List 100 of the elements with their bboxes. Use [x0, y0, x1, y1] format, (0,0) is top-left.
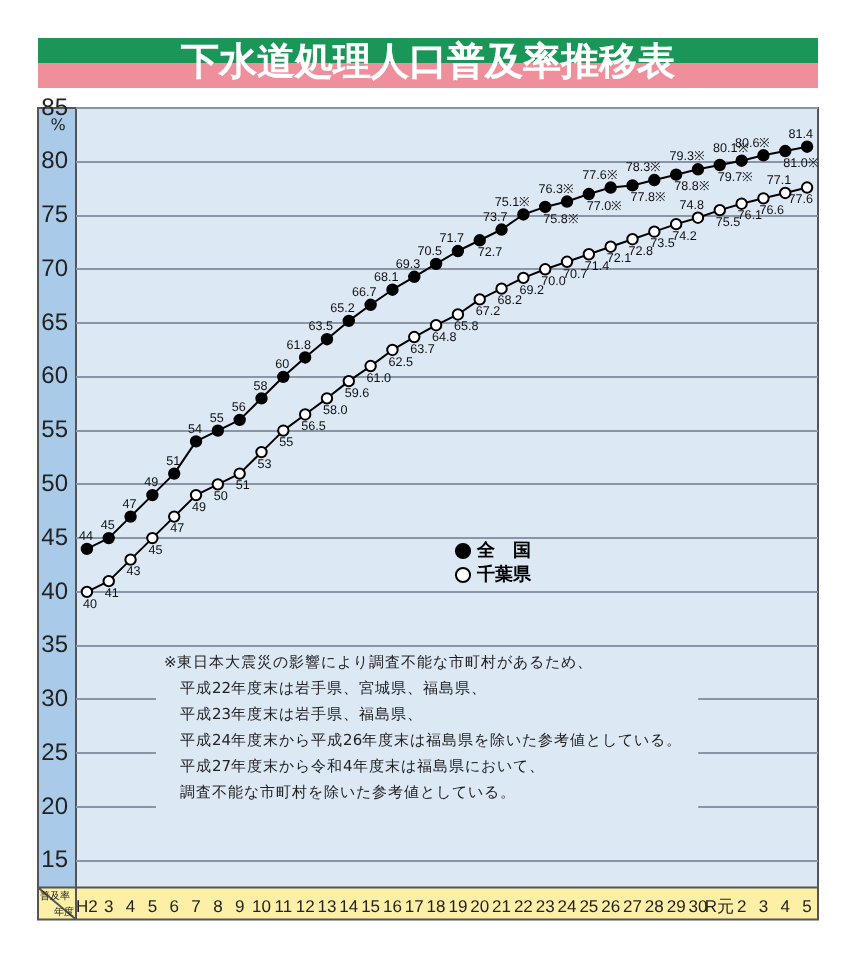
y-tick-label: 50 [41, 468, 69, 497]
point [102, 531, 115, 545]
x-tick-label: 19 [448, 896, 468, 917]
y-tick-label: 80 [41, 146, 69, 175]
point [560, 255, 574, 268]
point [779, 144, 792, 158]
point [473, 293, 486, 306]
x-tick-label: 22 [513, 896, 534, 917]
point [277, 370, 290, 384]
point [124, 553, 137, 566]
point [189, 435, 203, 448]
x-tick-label: 10 [252, 896, 272, 917]
point [669, 217, 683, 231]
x-tick-label: 17 [404, 896, 425, 917]
point [189, 488, 203, 502]
point [495, 282, 508, 295]
point [779, 186, 792, 200]
point [364, 359, 377, 373]
point [539, 200, 552, 214]
x-tick-label: R元 [704, 896, 735, 917]
x-tick-label: 28 [644, 896, 665, 917]
x-tick-label: 3 [758, 896, 769, 917]
point [146, 531, 159, 545]
x-tick-label: 29 [666, 896, 687, 917]
y-tick-label: 35 [41, 630, 69, 659]
point [517, 208, 530, 221]
point [146, 488, 159, 502]
point [582, 248, 596, 261]
point [757, 149, 770, 162]
y-tick-label: 30 [41, 684, 69, 713]
y-tick-label: 40 [41, 576, 69, 605]
x-tick-label: 23 [535, 896, 556, 917]
legend-label: 全 国 [475, 539, 531, 562]
point [626, 179, 639, 192]
point [80, 542, 94, 556]
point [124, 510, 137, 523]
point [539, 263, 552, 276]
point [168, 510, 181, 523]
x-tick-label: 21 [492, 896, 512, 917]
point [691, 211, 705, 224]
x-tick-label: 11 [274, 896, 293, 917]
point [560, 195, 574, 208]
point [713, 203, 726, 217]
point [298, 351, 312, 364]
point [669, 168, 683, 181]
x-tick-label: 4 [125, 896, 136, 917]
point [473, 234, 486, 247]
point [364, 298, 377, 311]
point [757, 192, 770, 205]
y-tick-label: 60 [41, 361, 69, 390]
point [255, 392, 268, 405]
point [713, 158, 726, 172]
point [211, 424, 225, 437]
x-tick-label: 14 [339, 896, 359, 917]
point [408, 270, 421, 284]
point [408, 330, 421, 344]
x-tick-label: 12 [295, 896, 316, 917]
point [298, 408, 312, 421]
y-tick-label: 15 [41, 845, 69, 874]
legend-label: 千葉県 [475, 563, 533, 586]
x-tick-label: 5 [802, 896, 813, 917]
x-tick-label: 9 [234, 896, 245, 917]
x-tick-label: 8 [213, 896, 224, 917]
point [800, 140, 814, 153]
point [386, 343, 399, 357]
point [277, 424, 290, 437]
point [626, 232, 639, 246]
point [735, 154, 748, 167]
point [429, 319, 443, 332]
x-tick-label: 2 [736, 896, 747, 917]
y-tick-label: 45 [41, 522, 69, 551]
x-tick-label: 13 [317, 896, 337, 917]
point [451, 308, 465, 321]
point [517, 271, 530, 285]
x-tick-label: 4 [780, 896, 791, 917]
point [429, 257, 443, 271]
point [386, 283, 399, 296]
point [320, 392, 334, 405]
point [320, 332, 334, 346]
y-tick-label: 25 [41, 737, 69, 766]
y-tick-label: 75 [41, 200, 69, 229]
x-tick-label: 27 [623, 896, 643, 917]
point [648, 225, 661, 238]
point [735, 197, 748, 210]
point [495, 223, 508, 236]
point [451, 244, 465, 258]
x-tick-label: 18 [426, 896, 447, 917]
point [604, 181, 617, 194]
point [233, 467, 246, 480]
x-tick-label: 16 [382, 896, 403, 917]
x-tick-label: H2 [76, 896, 99, 917]
x-tick-label: 25 [579, 896, 599, 917]
point [342, 314, 355, 328]
point [342, 374, 355, 388]
y-tick-label: 70 [41, 253, 69, 282]
point [233, 413, 246, 427]
point [102, 574, 115, 588]
point [168, 467, 181, 480]
x-tick-label: 24 [557, 896, 578, 917]
y-tick-label: 55 [41, 415, 69, 444]
